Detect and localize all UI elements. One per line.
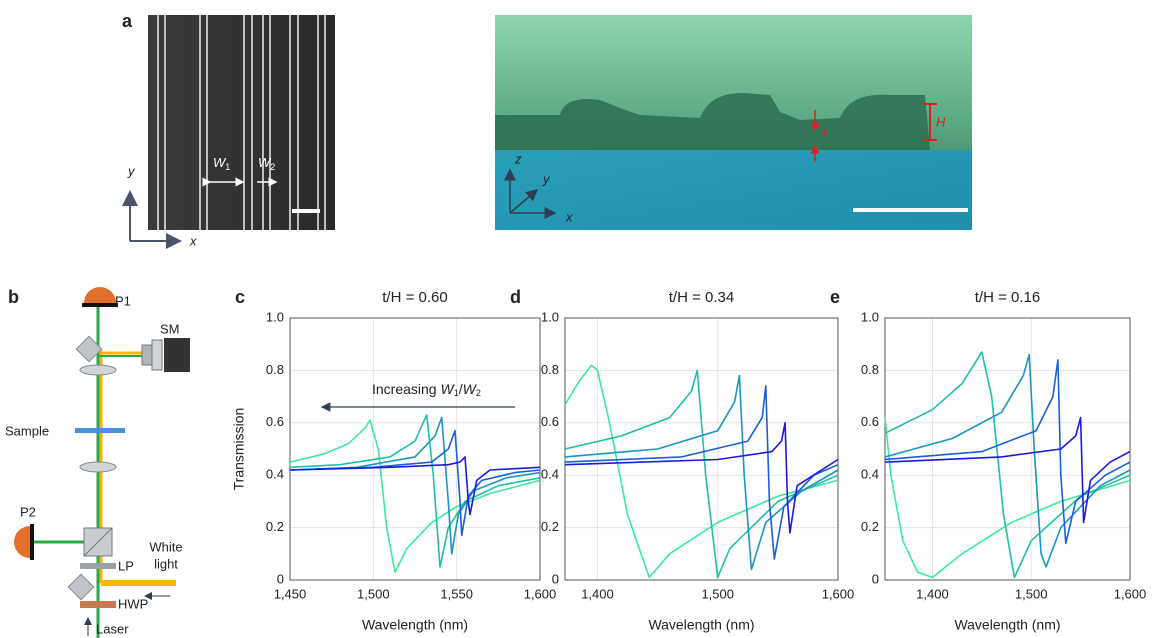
series-line: [884, 359, 1131, 545]
series-line: [564, 369, 839, 579]
annotation-part: 1: [454, 388, 459, 398]
y-tick-label: 0.2: [861, 519, 879, 534]
y-tick-label: 0.4: [266, 467, 284, 482]
y-tick-label: 0.6: [541, 414, 559, 429]
panel-letter: b: [8, 287, 19, 307]
y-tick-label: 0.6: [266, 414, 284, 429]
series-line: [884, 353, 1131, 568]
t-label: t: [823, 124, 828, 139]
panel-letter: c: [235, 287, 245, 307]
xy-axes: [122, 190, 182, 249]
annotation-part: 2: [476, 388, 481, 398]
y-tick-label: 0.2: [541, 519, 559, 534]
sample-label: Sample: [5, 423, 49, 438]
plot-frame: [884, 317, 1131, 581]
y-tick-label: 0.8: [266, 362, 284, 377]
series-line: [289, 429, 541, 537]
y-tick-label: 0.2: [266, 519, 284, 534]
w2-label: W2: [258, 155, 275, 172]
annotation-part: W: [463, 381, 478, 397]
series-line: [564, 385, 839, 560]
annotation-part: W: [440, 381, 455, 397]
white-light-label: White: [149, 539, 182, 554]
hwp-label: HWP: [118, 596, 148, 611]
panel-letter: d: [510, 287, 521, 307]
y-tick-label: 0.4: [861, 467, 879, 482]
axis3-z-label: z: [514, 151, 522, 166]
x-tick-label: 1,400: [581, 586, 614, 601]
y-tick-label: 1.0: [266, 309, 284, 324]
axis3-y-label: y: [542, 171, 551, 186]
y-tick-label: 1.0: [861, 309, 879, 324]
annotation-part: /: [459, 381, 463, 397]
x-tick-label: 1,500: [1015, 586, 1048, 601]
setup-diagram: [14, 287, 190, 638]
series-line: [289, 416, 541, 555]
series-line: [289, 419, 541, 573]
x-axis-label: Wavelength (nm): [362, 617, 468, 633]
x-tick-label: 1,400: [916, 586, 949, 601]
annotation-part: Increasing: [372, 381, 440, 397]
axis-y-label: y: [127, 163, 136, 178]
x-tick-label: 1,500: [357, 586, 390, 601]
p2-label: P2: [20, 504, 36, 519]
x-axis-label: Wavelength (nm): [954, 617, 1060, 633]
y-axis-label: Transmission: [231, 408, 247, 491]
x-tick-label: 1,600: [1114, 586, 1147, 601]
p1-label: P1: [115, 293, 131, 308]
panel-letter: e: [830, 287, 840, 307]
x-tick-label: 1,600: [524, 586, 557, 601]
chart-title: t/H = 0.34: [669, 289, 734, 306]
series-line: [564, 364, 839, 579]
x-axis-label: Wavelength (nm): [648, 617, 754, 633]
y-tick-label: 0.4: [541, 467, 559, 482]
plot-frame: [564, 317, 839, 581]
x-tick-label: 1,600: [822, 586, 855, 601]
x-tick-label: 1,450: [274, 586, 307, 601]
axis-x-label: x: [189, 233, 197, 248]
y-tick-label: 0: [552, 571, 559, 586]
laser-label: Laser: [96, 621, 129, 636]
series-line: [884, 417, 1131, 579]
lp-label: LP: [118, 558, 134, 573]
y-tick-label: 0: [277, 571, 284, 586]
x-tick-label: 1,500: [701, 586, 734, 601]
plot-frame: [289, 317, 541, 581]
chart-title: t/H = 0.16: [975, 289, 1040, 306]
series-line: [884, 416, 1131, 524]
white-light-label: light: [154, 556, 178, 571]
y-tick-label: 0.6: [861, 414, 879, 429]
chart-title: t/H = 0.60: [382, 289, 447, 306]
annotation: Increasing W1/W2: [372, 381, 481, 399]
series-line: [564, 421, 839, 534]
y-tick-label: 0: [872, 571, 879, 586]
y-tick-label: 1.0: [541, 309, 559, 324]
series-line: [884, 351, 1131, 579]
x-tick-label: 1,550: [440, 586, 473, 601]
sm-label: SM: [160, 321, 180, 336]
w1-label: W1: [213, 155, 230, 172]
sem-cross-section: [495, 15, 972, 230]
series-line: [289, 414, 541, 568]
y-tick-label: 0.8: [861, 362, 879, 377]
sem-top-image: [148, 15, 335, 230]
axis3-x-label: x: [565, 209, 573, 224]
y-tick-label: 0.8: [541, 362, 559, 377]
series-line: [289, 456, 541, 516]
panel-letter: a: [122, 11, 133, 31]
h-label: H: [936, 114, 946, 129]
